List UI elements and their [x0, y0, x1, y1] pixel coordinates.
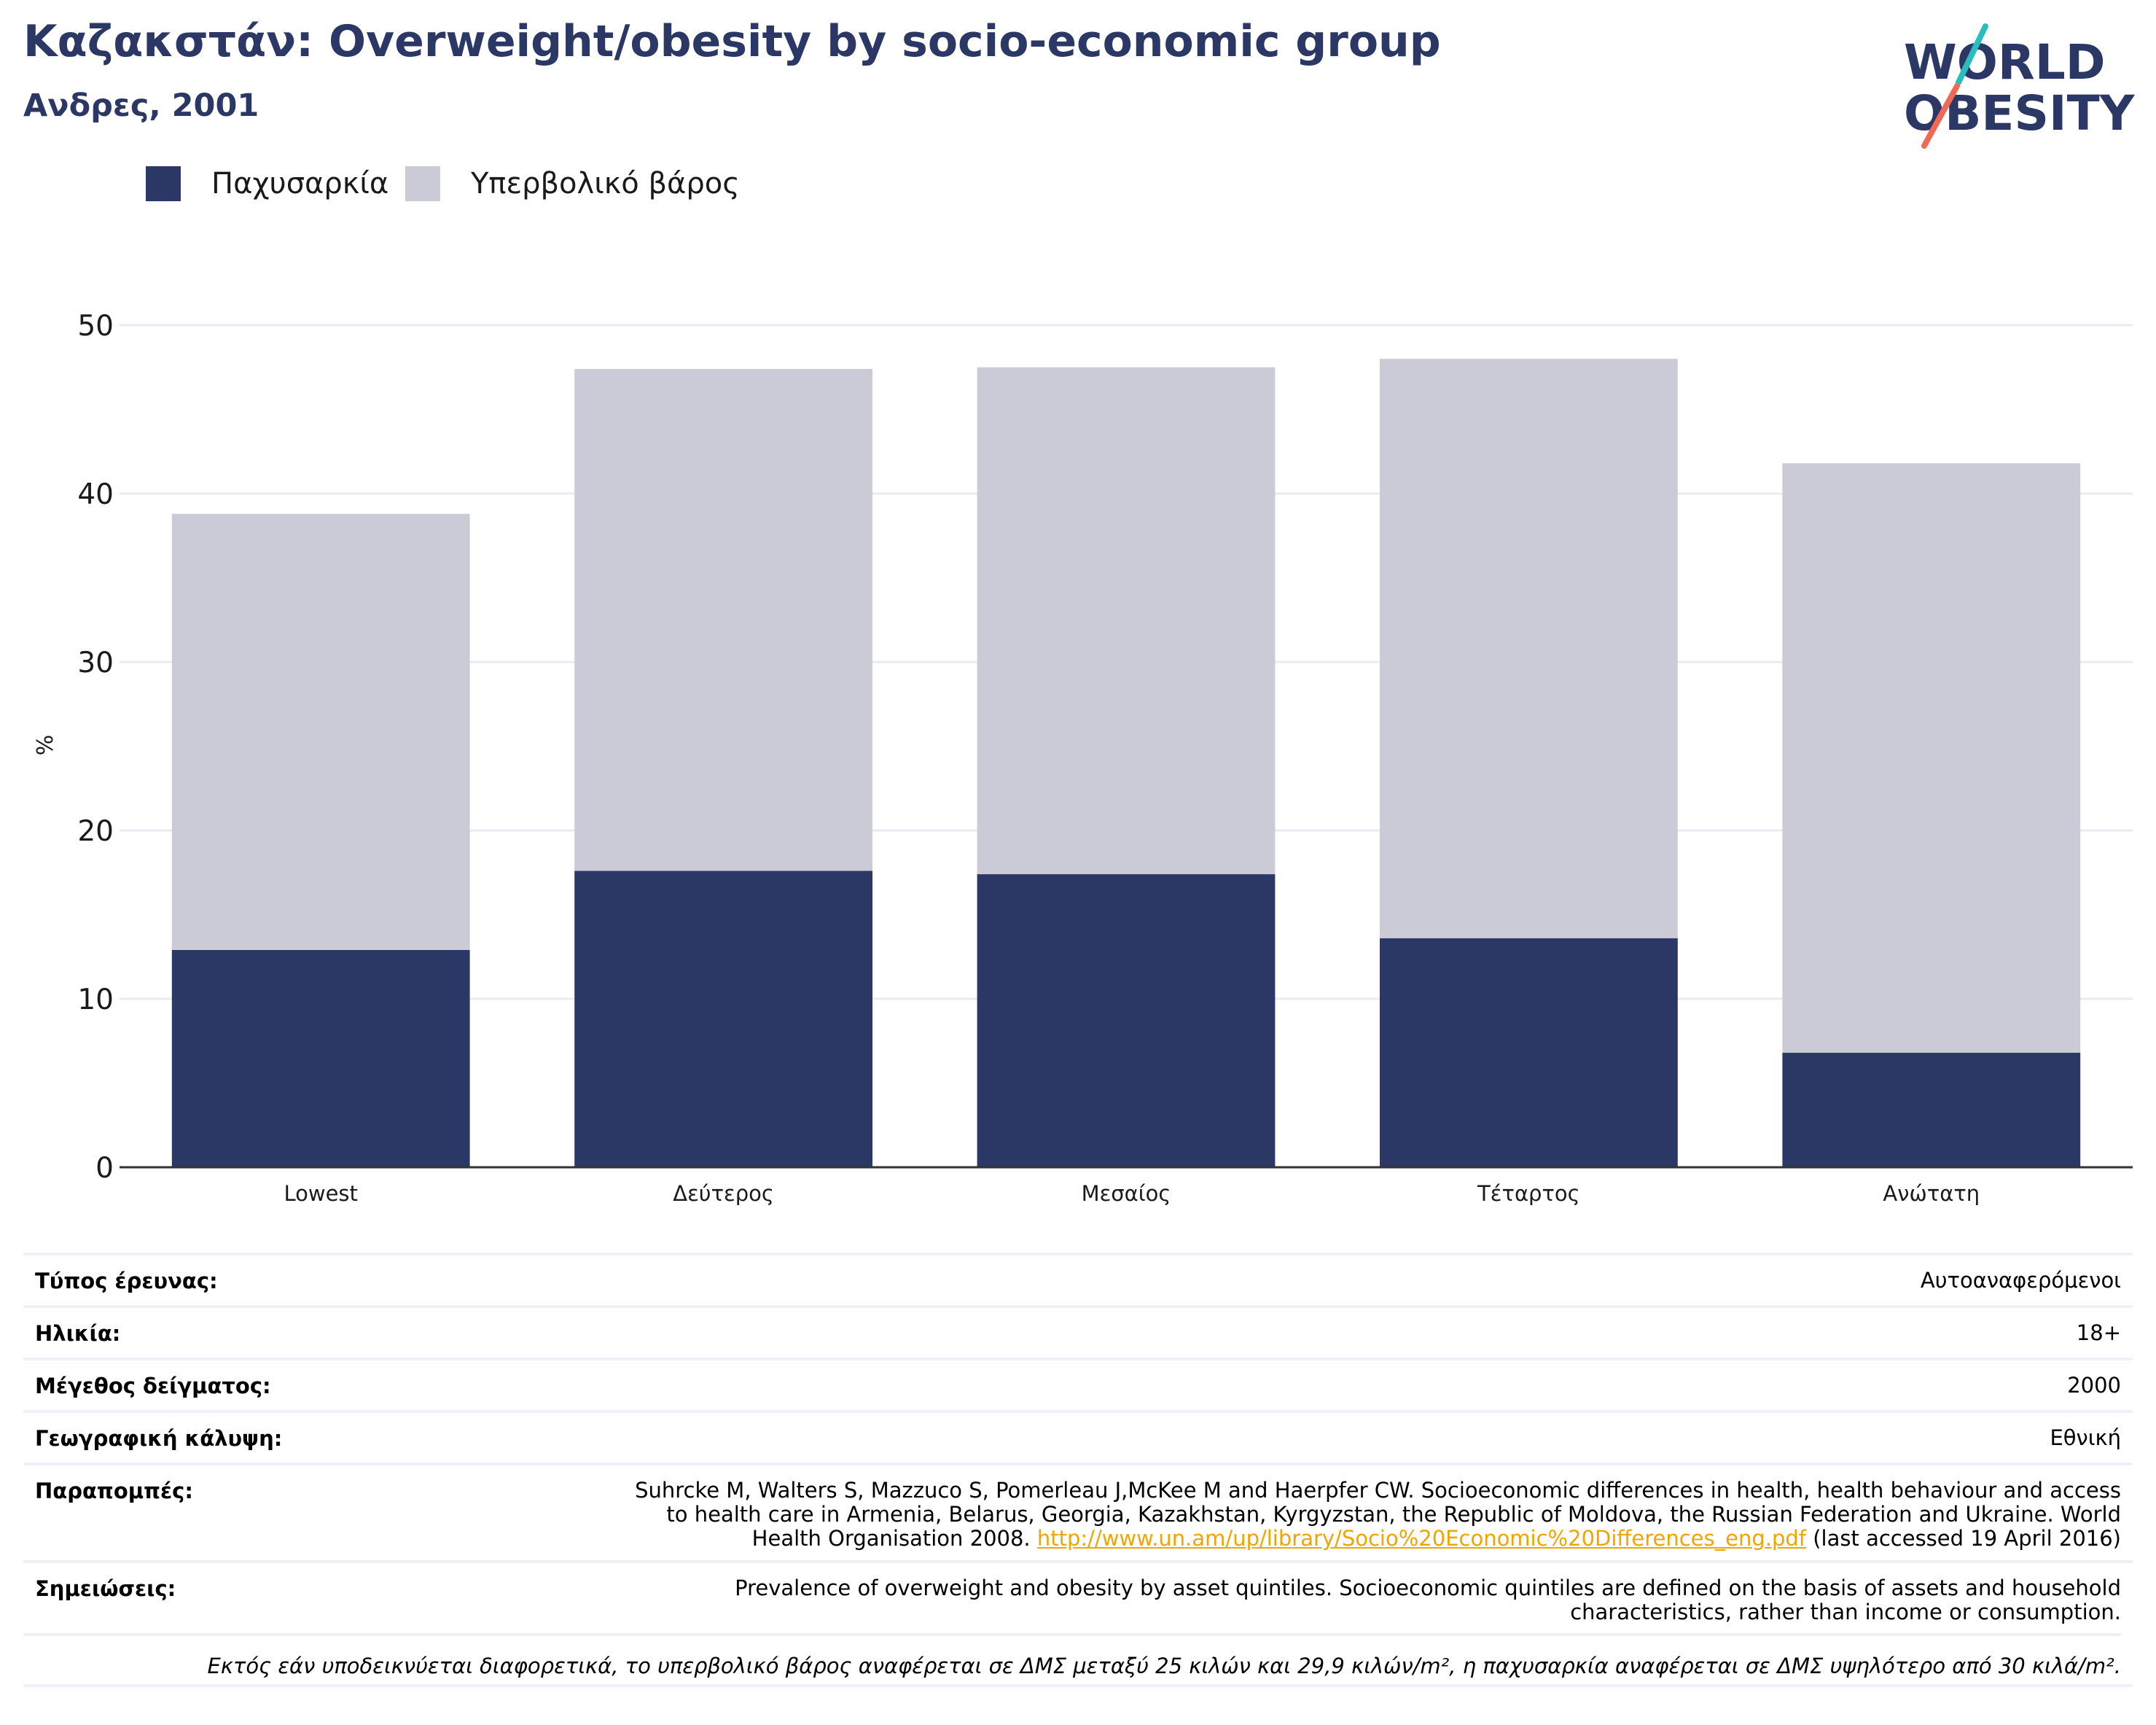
info-row-notes: Σημειώσεις: Prevalence of overweight and…	[23, 1560, 2133, 1636]
notes-value: Prevalence of overweight and obesity by …	[735, 1576, 2121, 1624]
bar-obesity-3[interactable]	[1380, 938, 1678, 1167]
legend-label-obesity: Παχυσαρκία	[211, 167, 389, 200]
sample-size-label: Μέγεθος δείγματος:	[35, 1374, 271, 1398]
bar-obesity-1[interactable]	[574, 871, 872, 1167]
notes-line-1: Prevalence of overweight and obesity by …	[735, 1576, 2121, 1600]
references-value: Suhrcke M, Walters S, Mazzuco S, Pomerle…	[635, 1479, 2121, 1551]
references-label: Παραπομπές:	[35, 1479, 193, 1503]
info-row-coverage: Γεωγραφική κάλυψη: Εθνική	[23, 1410, 2133, 1463]
references-line-3-prefix: Health Organisation 2008.	[751, 1526, 1031, 1551]
chart-title: Καζακστάν: Overweight/obesity by socio-e…	[23, 16, 1441, 67]
age-label: Ηλικία:	[35, 1321, 121, 1346]
bar-overweight-2[interactable]	[977, 367, 1276, 875]
references-link[interactable]: http://www.un.am/up/library/Socio%20Econ…	[1036, 1526, 1807, 1551]
legend-item-overweight[interactable]: Υπερβολικό βάρος	[405, 166, 740, 201]
survey-type-value: Αυτοαναφερόμενοι	[1920, 1268, 2121, 1293]
y-axis-label: %	[33, 735, 58, 756]
footer-divider	[23, 1684, 2133, 1687]
x-tick-label: Ανώτατη	[1883, 1181, 1980, 1206]
y-tick-label: 20	[77, 815, 114, 848]
bar-obesity-2[interactable]	[977, 874, 1276, 1167]
y-tick-label: 10	[77, 984, 114, 1016]
info-row-sample-size: Μέγεθος δείγματος: 2000	[23, 1358, 2133, 1410]
references-line-3-suffix: (last accessed 19 April 2016)	[1813, 1526, 2121, 1551]
bar-obesity-0[interactable]	[171, 950, 470, 1167]
survey-type-label: Τύπος έρευνας:	[35, 1269, 218, 1293]
stacked-bar-chart: 0 10 20 30 40 50% Lowest Δεύτερος Μεσαίος Τέταρτο…	[33, 310, 2133, 1206]
x-tick-label: Μεσαίος	[1082, 1181, 1171, 1206]
y-tick-label: 50	[77, 310, 114, 343]
info-row-references: Παραπομπές: Suhrcke M, Walters S, Mazzuc…	[23, 1463, 2133, 1560]
logo-text-world: WORLD	[1904, 34, 2106, 90]
age-value: 18+	[2076, 1320, 2121, 1345]
chart-subtitle: Ανδρες, 2001	[23, 87, 259, 124]
sample-size-value: 2000	[2067, 1373, 2121, 1398]
info-row-age: Ηλικία: 18+	[23, 1305, 2133, 1358]
info-table: Τύπος έρευνας: Αυτοαναφερόμενοι Ηλικία: …	[23, 1253, 2133, 1636]
world-obesity-logo: WORLD OBESITY	[1904, 23, 2136, 149]
legend-swatch-obesity	[146, 166, 181, 201]
references-line-1: Suhrcke M, Walters S, Mazzuco S, Pomerle…	[635, 1478, 2121, 1503]
bar-overweight-3[interactable]	[1380, 359, 1678, 938]
bars	[171, 359, 2081, 1167]
axes: 0 10 20 30 40 50% Lowest Δεύτερος Μεσαίος Τέταρτο…	[33, 310, 2133, 1206]
references-line-3: Health Organisation 2008. http://www.un.…	[635, 1527, 2121, 1551]
x-tick-label: Lowest	[284, 1181, 357, 1206]
legend-label-overweight: Υπερβολικό βάρος	[471, 167, 740, 200]
notes-line-2: characteristics, rather than income or c…	[1570, 1600, 2121, 1624]
references-line-2: to health care in Armenia, Belarus, Geor…	[666, 1502, 2121, 1527]
legend-item-obesity[interactable]: Παχυσαρκία	[146, 166, 388, 201]
bar-overweight-0[interactable]	[171, 513, 470, 951]
y-tick-label: 30	[77, 647, 114, 680]
bar-overweight-1[interactable]	[574, 369, 872, 871]
y-tick-label: 0	[95, 1152, 114, 1185]
coverage-value: Εθνική	[2050, 1425, 2121, 1450]
logo-teal-stroke	[1956, 23, 1988, 85]
y-tick-label: 40	[77, 478, 114, 511]
x-tick-label: Δεύτερος	[673, 1181, 774, 1206]
bar-overweight-4[interactable]	[1782, 463, 2081, 1053]
notes-label: Σημειώσεις:	[35, 1576, 176, 1601]
x-tick-label: Τέταρτος	[1477, 1181, 1580, 1206]
legend-swatch-overweight	[405, 166, 440, 201]
bar-obesity-4[interactable]	[1782, 1052, 2081, 1167]
logo-coral-stroke	[1921, 83, 1960, 149]
footnote: Εκτός εάν υποδεικνύεται διαφορετικά, το …	[23, 1633, 2121, 1678]
coverage-label: Γεωγραφική κάλυψη:	[35, 1426, 283, 1451]
info-row-survey-type: Τύπος έρευνας: Αυτοαναφερόμενοι	[23, 1253, 2133, 1305]
